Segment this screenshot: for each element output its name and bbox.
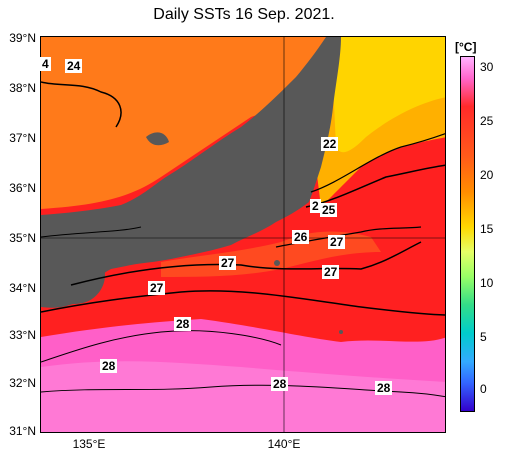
contour-label: 28 [174, 317, 192, 331]
lat-label: 34°N [9, 281, 36, 295]
lat-label: 37°N [9, 131, 36, 145]
colorbar-tick: 15 [480, 222, 494, 236]
lat-label: 36°N [9, 181, 36, 195]
colorbar-tick: 10 [480, 276, 494, 290]
contour-label: 26 [292, 230, 310, 244]
sst-map-canvas [41, 37, 445, 432]
contour-label: 4 [40, 57, 51, 71]
colorbar-unit: [°C] [455, 40, 477, 54]
contour-label: 28 [271, 377, 289, 391]
lat-label: 32°N [9, 376, 36, 390]
contour-label: 28 [100, 359, 118, 373]
land-honshu [41, 37, 341, 308]
contour-label: 27 [322, 265, 340, 279]
colorbar [460, 56, 475, 412]
colorbar-tick: 20 [480, 168, 494, 182]
contour-label: 25 [320, 203, 338, 217]
contour-label: 27 [328, 235, 346, 249]
lat-label: 38°N [9, 81, 36, 95]
colorbar-tick: 5 [480, 330, 487, 344]
lon-label: 140°E [267, 437, 301, 451]
lat-label: 35°N [9, 231, 36, 245]
contour-label: 27 [219, 256, 237, 270]
map-title: Daily SSTs 16 Sep. 2021. [153, 6, 335, 23]
contour-label: 28 [375, 381, 393, 395]
lon-label: 135°E [72, 437, 106, 451]
lat-label: 39°N [9, 31, 36, 45]
colorbar-tick: 25 [480, 114, 494, 128]
contour-label: 24 [65, 59, 83, 73]
contour-label: 22 [321, 137, 339, 151]
contour-label: 2 [310, 199, 321, 213]
contour-label: 27 [148, 281, 166, 295]
sst-map [40, 36, 446, 433]
colorbar-tick: 30 [480, 60, 494, 74]
colorbar-tick: 0 [480, 382, 487, 396]
lat-label: 31°N [9, 424, 36, 438]
lat-label: 33°N [9, 328, 36, 342]
